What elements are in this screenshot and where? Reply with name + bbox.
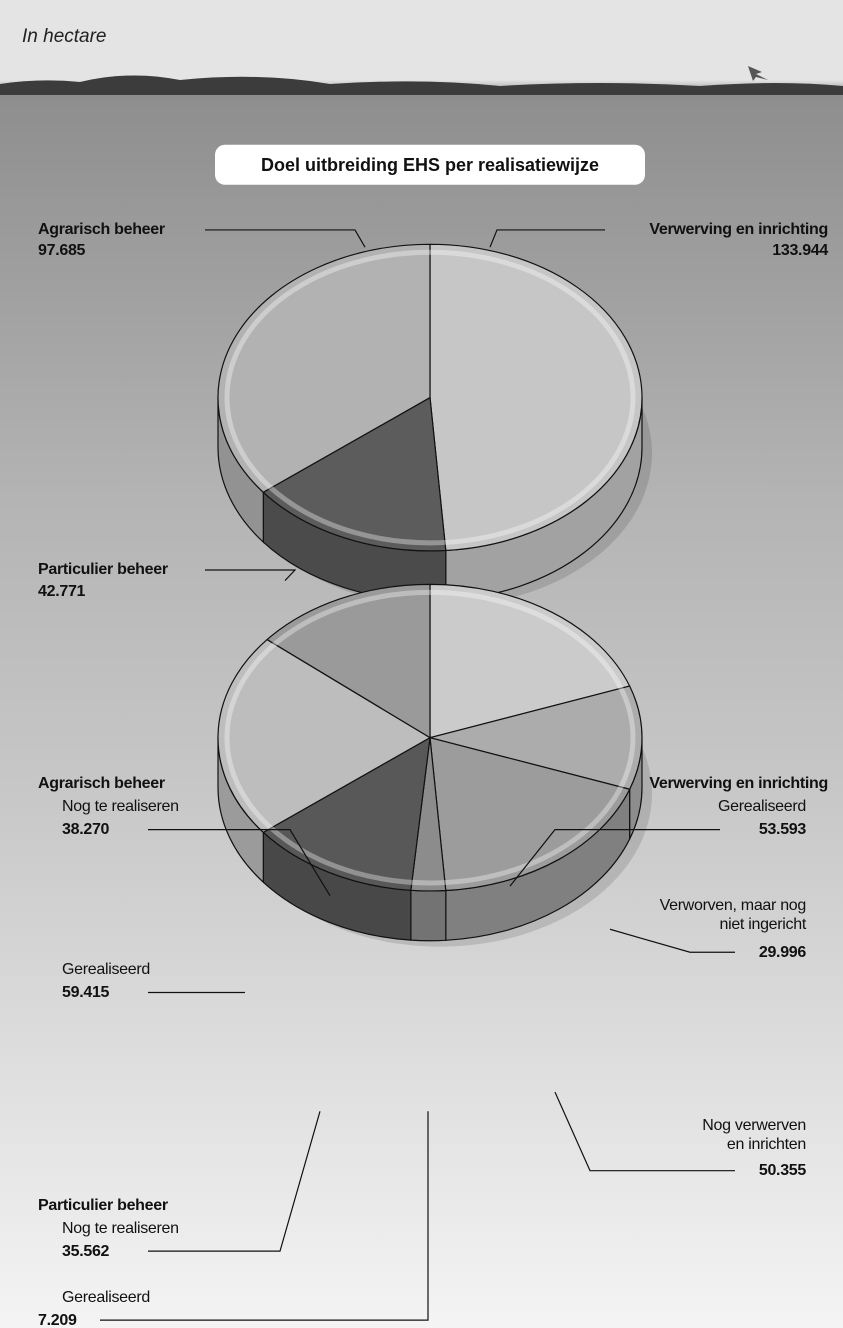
pie-rim bbox=[224, 249, 636, 546]
leader-line bbox=[205, 229, 366, 248]
group-label: Agrarisch beheer bbox=[38, 775, 165, 793]
chart-title: Doel uitbreiding EHS per realisatiewijze bbox=[261, 155, 599, 175]
leader-line bbox=[148, 1111, 321, 1252]
category-label: Gerealiseerd bbox=[62, 1288, 151, 1306]
slice bbox=[262, 736, 431, 891]
slice bbox=[217, 243, 431, 494]
slice bbox=[429, 243, 643, 552]
value-label: 42.771 bbox=[38, 582, 86, 600]
leader-line bbox=[509, 829, 720, 887]
value-label: 29.996 bbox=[758, 943, 806, 961]
value-label: 59.415 bbox=[62, 983, 110, 1001]
value-label: 53.593 bbox=[758, 821, 806, 839]
leader-line bbox=[205, 569, 297, 581]
value-label: 7.209 bbox=[38, 1311, 77, 1328]
value-label: 50.355 bbox=[758, 1162, 806, 1180]
category-label: Agrarisch beheer bbox=[38, 221, 165, 239]
slice bbox=[266, 583, 431, 739]
category-label: Particulier beheer bbox=[38, 561, 168, 579]
value-label: 97.685 bbox=[38, 242, 86, 260]
slice bbox=[262, 396, 447, 552]
slice bbox=[217, 638, 432, 834]
category-label: Verwerving en inrichting bbox=[649, 221, 828, 239]
category-label: Nog verwerven en inrichten bbox=[702, 1117, 806, 1154]
leader-line bbox=[100, 1111, 429, 1321]
slice bbox=[429, 583, 631, 739]
category-label: Gerealiseerd bbox=[62, 960, 151, 978]
bird bbox=[748, 66, 768, 81]
leader-line bbox=[609, 928, 735, 953]
category-label: Nog te realiseren bbox=[62, 1219, 179, 1237]
unit-note: In hectare bbox=[22, 26, 107, 47]
title-box bbox=[215, 144, 645, 185]
category-label: Gerealiseerd bbox=[717, 798, 806, 816]
leader-line bbox=[489, 229, 605, 248]
group-label: Particulier beheer bbox=[38, 1196, 168, 1214]
pie-rim bbox=[224, 589, 636, 886]
tree-line bbox=[0, 75, 843, 95]
value-label: 133.944 bbox=[772, 242, 828, 260]
group-label: Verwerving en inrichting bbox=[649, 775, 828, 793]
slice-side bbox=[410, 889, 447, 942]
leader-line bbox=[554, 1091, 735, 1172]
slice bbox=[429, 736, 631, 892]
slice bbox=[427, 685, 643, 790]
category-label: Nog te realiseren bbox=[62, 798, 179, 816]
value-label: 38.270 bbox=[62, 821, 110, 839]
category-label: Verworven, maar nog niet ingericht bbox=[659, 896, 807, 933]
leader-line bbox=[148, 829, 331, 897]
value-label: 35.562 bbox=[62, 1242, 110, 1260]
